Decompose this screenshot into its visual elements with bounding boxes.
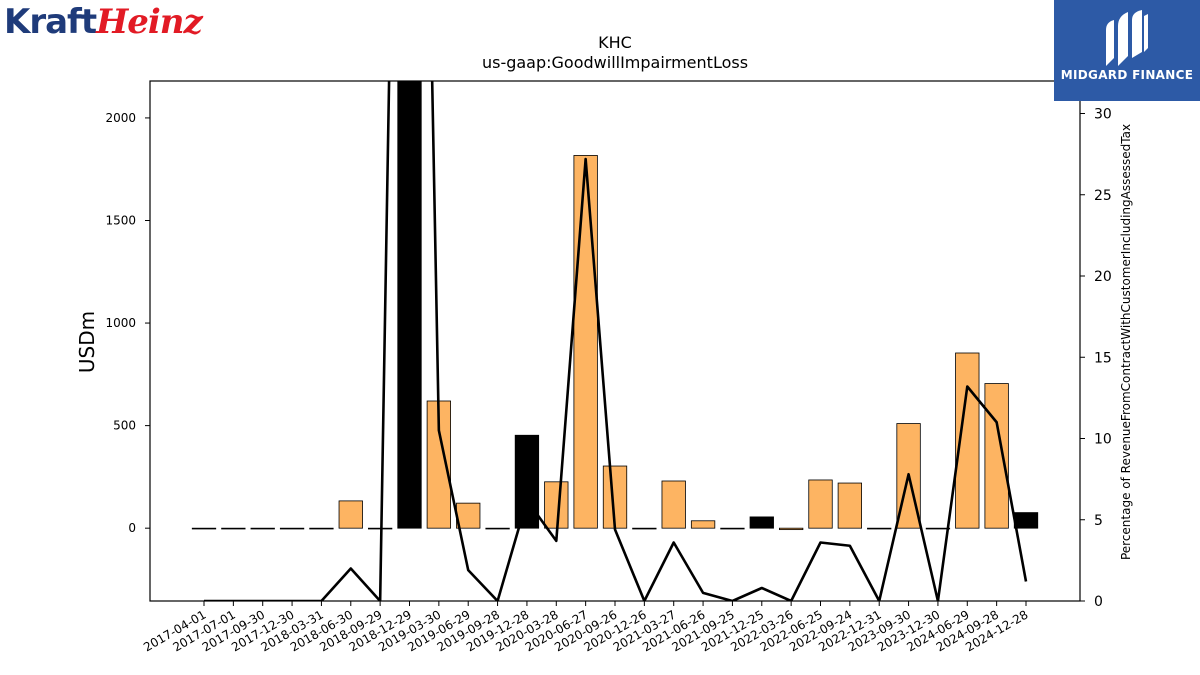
y2-tick-label: 30 bbox=[1094, 107, 1112, 123]
y2-tick-label: 15 bbox=[1094, 350, 1112, 366]
bar bbox=[632, 527, 657, 530]
bar bbox=[984, 383, 1009, 529]
y-tick-label: 1500 bbox=[105, 213, 136, 227]
line-series bbox=[204, 81, 1028, 601]
y2-tick-label: 10 bbox=[1094, 432, 1112, 448]
bar bbox=[485, 527, 510, 530]
y2-axis-label: Percentage of RevenueFromContractWithCus… bbox=[1119, 124, 1133, 560]
midgard-finance-text: MIDGARD FINANCE bbox=[1060, 68, 1194, 82]
bar bbox=[955, 352, 980, 529]
chart-subtitle: us-gaap:GoodwillImpairmentLoss bbox=[482, 53, 748, 72]
bar bbox=[1013, 512, 1039, 529]
y2-tick-label: 25 bbox=[1094, 188, 1112, 204]
y2-tick-label: 5 bbox=[1094, 513, 1103, 529]
bar bbox=[191, 527, 217, 530]
y-axis-label: USDm bbox=[75, 311, 99, 373]
bar bbox=[250, 527, 275, 530]
bar bbox=[749, 516, 774, 529]
bar-series bbox=[191, 81, 1039, 531]
midgard-finance-logo: MIDGARD FINANCE bbox=[1054, 0, 1200, 101]
y-tick-label: 500 bbox=[113, 419, 136, 433]
y-tick-label: 0 bbox=[128, 521, 136, 535]
bar bbox=[514, 434, 540, 529]
logo-kraft-text: Kraft bbox=[4, 2, 97, 42]
y-tick-label: 1000 bbox=[105, 316, 136, 330]
midgard-mark-icon bbox=[1106, 10, 1148, 66]
bar bbox=[279, 527, 305, 530]
kraft-heinz-logo: KraftHeinz bbox=[4, 2, 203, 42]
bar bbox=[808, 479, 833, 529]
bar bbox=[309, 527, 334, 530]
y2-tick-label: 20 bbox=[1094, 269, 1112, 285]
bar bbox=[573, 155, 598, 529]
bar bbox=[720, 527, 745, 530]
bar bbox=[779, 527, 804, 531]
bar bbox=[544, 481, 569, 529]
bar bbox=[397, 81, 422, 529]
y-tick-label: 2000 bbox=[105, 111, 136, 125]
chart-title: KHC bbox=[598, 33, 632, 52]
bar bbox=[925, 527, 951, 530]
plot-frame bbox=[149, 80, 1081, 602]
bar bbox=[690, 520, 716, 529]
bar bbox=[456, 502, 481, 529]
logo-heinz-text: Heinz bbox=[96, 2, 203, 42]
bar bbox=[837, 482, 862, 529]
bar bbox=[221, 527, 246, 530]
series-line bbox=[204, 81, 1028, 601]
y2-tick-label: 0 bbox=[1094, 594, 1103, 610]
bar bbox=[338, 500, 363, 529]
bar bbox=[867, 527, 892, 530]
bar bbox=[661, 480, 686, 529]
